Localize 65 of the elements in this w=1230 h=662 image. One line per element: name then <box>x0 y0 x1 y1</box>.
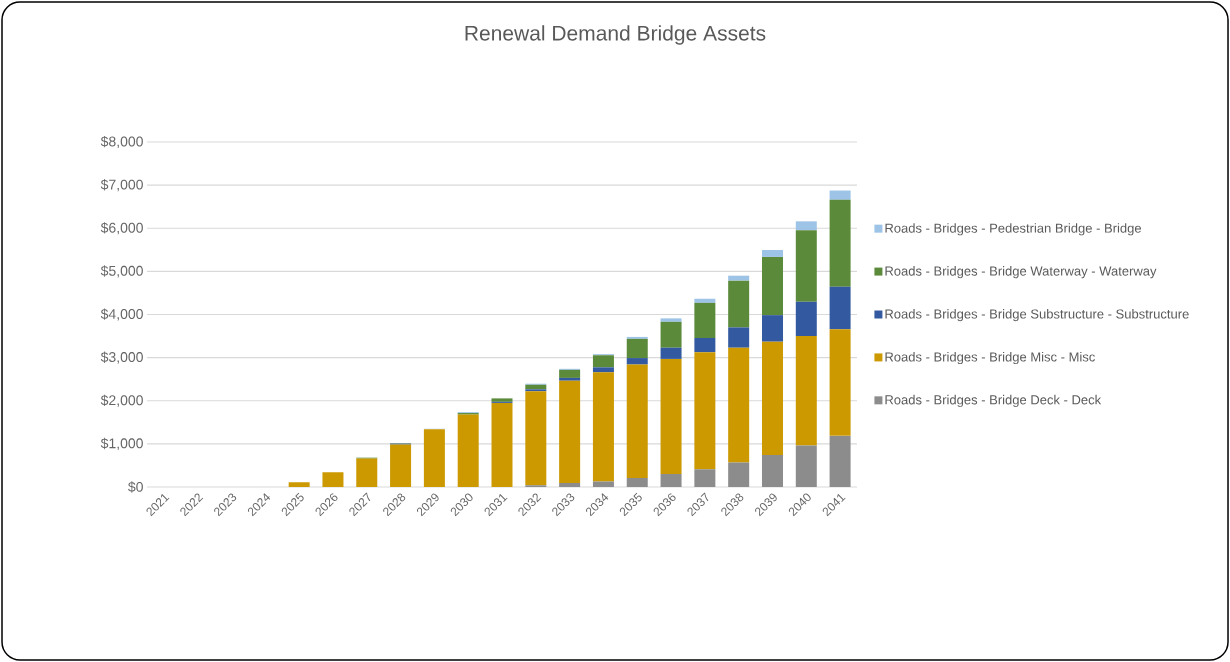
y-tick-label: $3,000 <box>100 351 143 364</box>
bar <box>592 367 614 373</box>
bar <box>626 477 648 487</box>
bar <box>694 352 716 470</box>
y-tick-label: $4,000 <box>100 308 143 321</box>
bar <box>728 347 750 463</box>
bar <box>761 250 783 257</box>
bar <box>761 341 783 456</box>
bar <box>559 380 581 484</box>
bar <box>423 429 445 487</box>
bar <box>322 472 344 487</box>
bar <box>761 455 783 487</box>
bar <box>694 338 716 353</box>
bar <box>795 221 817 231</box>
bar <box>525 391 547 486</box>
legend-label: Roads - Bridges - Pedestrian Bridge - Bridge <box>885 223 1142 236</box>
bar <box>829 190 851 200</box>
bar <box>660 474 682 487</box>
bar <box>761 315 783 342</box>
y-tick-label: $7,000 <box>100 179 143 192</box>
bar <box>694 469 716 487</box>
y-tick-label: $1,000 <box>100 437 143 450</box>
bar <box>559 483 581 487</box>
bar <box>559 369 581 378</box>
y-tick-label: $8,000 <box>100 135 143 149</box>
bar <box>728 280 750 328</box>
bar <box>626 358 648 365</box>
bar <box>660 318 682 322</box>
bar <box>356 458 378 487</box>
bar <box>728 462 750 487</box>
bar <box>592 481 614 487</box>
bar <box>491 402 513 487</box>
bar <box>288 482 310 487</box>
y-tick-label: $6,000 <box>100 222 143 235</box>
bar <box>795 445 817 487</box>
legend-label: Roads - Bridges - Bridge Substructure - Substructure <box>885 309 1189 322</box>
bar <box>761 256 783 316</box>
bar <box>795 301 817 337</box>
y-tick-label: $2,000 <box>100 394 143 407</box>
legend-label: Roads - Bridges - Bridge Deck - Deck <box>885 394 1102 407</box>
y-tick-label: $5,000 <box>100 265 143 278</box>
bar <box>559 377 581 381</box>
bar <box>728 327 750 348</box>
bar <box>829 199 851 287</box>
bar <box>592 355 614 368</box>
bar <box>795 336 817 446</box>
bar <box>795 230 817 302</box>
bar <box>728 275 750 281</box>
bar <box>626 338 648 359</box>
chart-title: Renewal Demand Bridge Assets <box>465 25 766 45</box>
bar <box>829 329 851 436</box>
legend-label: Roads - Bridges - Bridge Waterway - Waterway <box>885 266 1157 279</box>
bar <box>457 414 479 487</box>
bar <box>626 364 648 478</box>
bar <box>829 435 851 487</box>
bar <box>660 321 682 348</box>
bar <box>660 347 682 359</box>
legend-label: Roads - Bridges - Bridge Misc - Misc <box>885 351 1095 365</box>
y-tick-label: $0 <box>128 481 143 493</box>
bar <box>390 444 412 487</box>
bar <box>829 286 851 330</box>
bar <box>660 358 682 475</box>
bar <box>694 298 716 303</box>
bar <box>592 372 614 482</box>
bar <box>694 302 716 338</box>
